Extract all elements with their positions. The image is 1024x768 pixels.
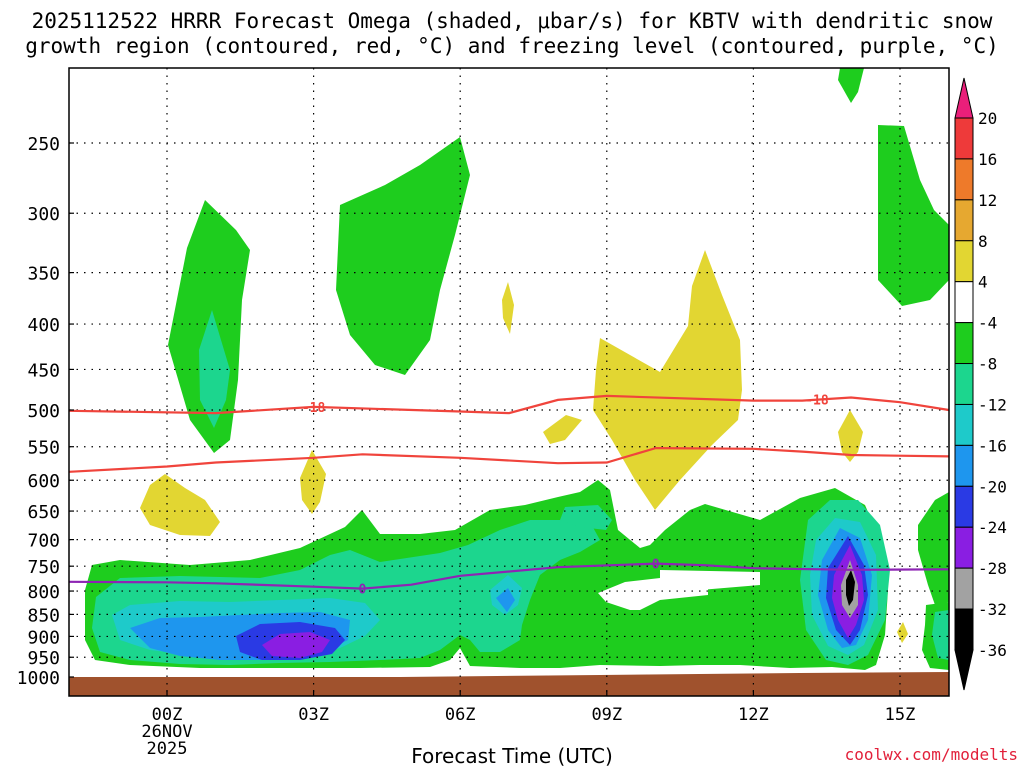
y-tick-label-1000: 1000	[17, 668, 60, 689]
x-tick-label-15Z: 15Z	[885, 705, 916, 725]
chart-title-line-2: growth region (contoured, red, °C) and f…	[25, 34, 999, 58]
colorbar-label-4: 4	[978, 273, 988, 292]
colorbar-label--20: -20	[978, 477, 1007, 496]
colorbar-bin-2	[954, 199, 974, 242]
omega-shade-yellow-3	[543, 415, 582, 444]
y-tick-label-450: 450	[27, 360, 60, 381]
y-tick-label-750: 750	[27, 557, 60, 578]
omega-shade-green-aloft-4	[878, 125, 949, 306]
omega-colorbar: 20 16 12 8 4 -4 -8 -12 -16 -20 -24 -28 -32 -36	[954, 77, 1007, 691]
y-tick-label-250: 250	[27, 134, 60, 155]
x-axis-title: Forecast Time (UTC)	[411, 744, 613, 768]
date-label-1: 2025	[147, 739, 188, 759]
colorbar-bin-11	[954, 567, 974, 610]
colorbar-label--16: -16	[978, 436, 1007, 455]
colorbar-bin-0	[954, 117, 974, 160]
chart-title-line-1: 2025112522 HRRR Forecast Omega (shaded, …	[31, 9, 993, 33]
x-tick-label-03Z: 03Z	[298, 705, 329, 725]
omega-shade-blue-2	[496, 588, 515, 612]
y-tick-label-850: 850	[27, 605, 60, 626]
omega-shade-yellow-6	[140, 474, 220, 536]
omega-shade-yellow-2	[593, 250, 742, 510]
x-tick-label-12Z: 12Z	[738, 705, 769, 725]
contour-2	[69, 562, 949, 590]
y-tick-label-400: 400	[27, 315, 60, 336]
colorbar-bin-8	[954, 444, 974, 487]
x-tick-label-06Z: 06Z	[445, 705, 476, 725]
colorbar-label--28: -28	[978, 559, 1007, 578]
colorbar-label--32: -32	[978, 600, 1007, 619]
contour-label-0-1: -18	[805, 394, 829, 409]
omega-shade-yellow-7	[897, 622, 908, 643]
colorbar-bin-4	[954, 281, 974, 324]
x-tick-label-09Z: 09Z	[591, 705, 622, 725]
y-tick-label-900: 900	[27, 627, 60, 648]
colorbar-label-12: 12	[978, 191, 997, 210]
contour-label-2-0: 0	[359, 583, 367, 598]
colorbar-bin-12	[954, 608, 974, 651]
omega-shade-cyan-right-edge	[932, 610, 949, 660]
y-tick-label-700: 700	[27, 531, 60, 552]
y-tick-label-800: 800	[27, 582, 60, 603]
credit-link[interactable]: coolwx.com/modelts	[844, 745, 1018, 764]
y-tick-label-650: 650	[27, 502, 60, 523]
colorbar-bin-5	[954, 322, 974, 365]
colorbar-label-8: 8	[978, 232, 988, 251]
colorbar-label--24: -24	[978, 518, 1007, 537]
colorbar-label-20: 20	[978, 109, 997, 128]
y-tick-label-550: 550	[27, 438, 60, 459]
colorbar-label--4: -4	[978, 314, 997, 333]
colorbar-bottom-arrow	[954, 649, 974, 691]
omega-shade-yellow-4	[838, 410, 863, 462]
omega-shading	[69, 68, 949, 696]
y-tick-label-600: 600	[27, 471, 60, 492]
contour-label-0-0: -18	[302, 401, 326, 416]
omega-shade-green-aloft-3	[838, 68, 864, 103]
plot-frame	[68, 67, 950, 697]
contour-0	[69, 394, 950, 415]
omega-shade-white-gap-2	[660, 570, 760, 590]
y-tick-label-350: 350	[27, 264, 60, 285]
colorbar-top-arrow	[954, 77, 974, 119]
colorbar-label-16: 16	[978, 150, 997, 169]
colorbar-bin-10	[954, 526, 974, 569]
omega-shade-green-aloft-2	[336, 137, 470, 375]
pressure-axis: 2503003504004505005506006507007508008509…	[17, 134, 74, 689]
y-tick-label-500: 500	[27, 401, 60, 422]
date-label-0: 26NOV	[141, 722, 192, 742]
contour-1	[69, 446, 949, 473]
contour-lines: -18 -18 0 0	[69, 394, 950, 598]
omega-shade-cyan-aloft-1	[199, 310, 230, 428]
y-tick-label-950: 950	[27, 648, 60, 669]
colorbar-bin-6	[954, 363, 974, 405]
omega-shade-core-black	[846, 570, 855, 606]
omega-shade-green-right-edge	[918, 492, 949, 605]
colorbar-label--36: -36	[978, 641, 1007, 660]
colorbar-bin-1	[954, 158, 974, 201]
colorbar-bin-9	[954, 485, 974, 528]
contour-label-2-1: 0	[652, 558, 660, 573]
surface-terrain	[69, 672, 949, 696]
y-tick-label-300: 300	[27, 204, 60, 225]
colorbar-bin-7	[954, 403, 974, 446]
omega-shade-yellow-1	[502, 282, 514, 334]
colorbar-label--12: -12	[978, 395, 1007, 414]
colorbar-bin-3	[954, 240, 974, 283]
colorbar-label--8: -8	[978, 355, 997, 374]
x-tick-label-00Z: 00Z	[152, 705, 183, 725]
